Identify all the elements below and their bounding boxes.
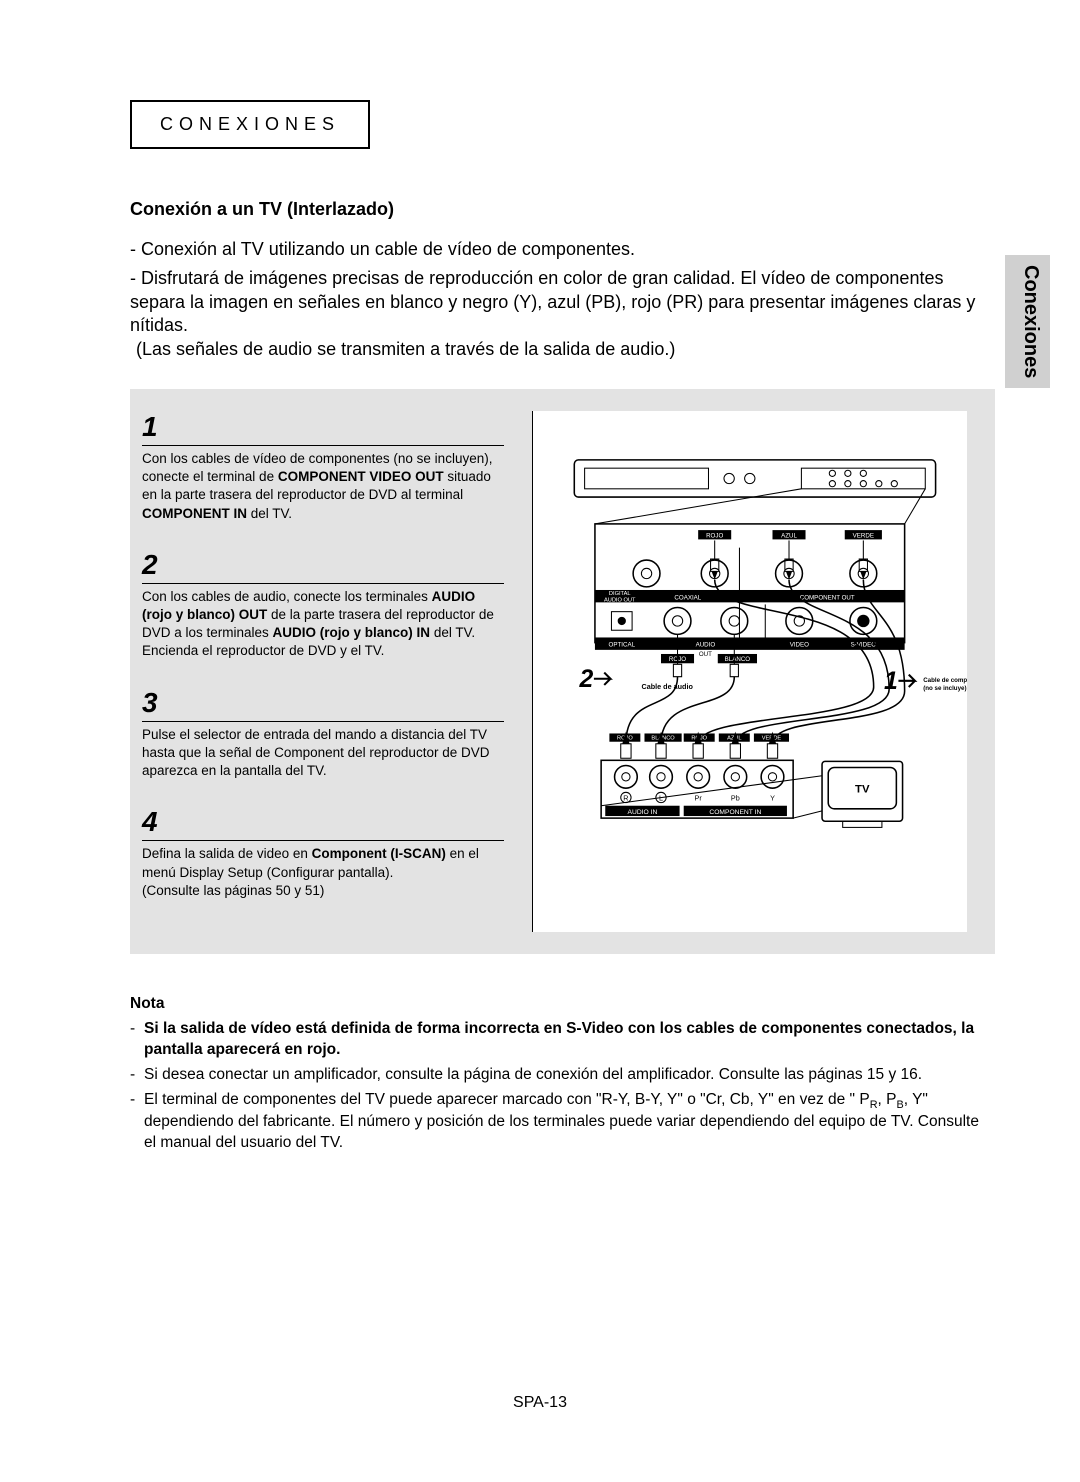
page-footer: SPA-13 — [0, 1394, 1080, 1412]
step: 4 Defina la salida de video en Component … — [142, 806, 504, 900]
svg-text:BLANCO: BLANCO — [725, 656, 751, 663]
svg-text:COAXIAL: COAXIAL — [675, 594, 702, 601]
svg-text:1: 1 — [884, 668, 898, 695]
svg-text:OUT: OUT — [699, 651, 712, 658]
nota-title: Nota — [130, 994, 995, 1015]
step-number: 1 — [142, 411, 504, 446]
svg-text:AUDIO: AUDIO — [696, 642, 716, 649]
page: CONEXIONES Conexiones Conexión a un TV (… — [0, 0, 1080, 1482]
step-number: 4 — [142, 806, 504, 841]
svg-text:TV: TV — [855, 783, 870, 795]
step: 3 Pulse el selector de entrada del mando … — [142, 687, 504, 781]
diagram-column: ROJO AZUL VERDE — [532, 411, 967, 932]
svg-text:(no se incluye): (no se incluye) — [924, 685, 967, 692]
svg-text:ROJO: ROJO — [707, 532, 724, 539]
svg-text:Cable de audio: Cable de audio — [642, 682, 694, 691]
svg-text:Y: Y — [771, 794, 776, 803]
connection-diagram: ROJO AZUL VERDE — [533, 411, 967, 932]
step: 2 Con los cables de audio, conecte los te… — [142, 549, 504, 661]
header-label: CONEXIONES — [160, 114, 340, 134]
step: 1 Con los cables de vídeo de componentes … — [142, 411, 504, 523]
intro-line-2: - Disfrutará de imágenes precisas de rep… — [130, 267, 995, 361]
step-text: Con los cables de audio, conecte los ter… — [142, 588, 504, 661]
svg-text:Cable de componentes: Cable de componentes — [924, 677, 967, 684]
nota-item: -Si desea conectar un amplificador, cons… — [130, 1065, 995, 1086]
nota-block: Nota -Si la salida de vídeo está definid… — [130, 994, 995, 1154]
steps-block: 1 Con los cables de vídeo de componentes … — [130, 389, 995, 954]
step-text: Con los cables de vídeo de componentes (… — [142, 450, 504, 523]
svg-text:AZUL: AZUL — [782, 532, 798, 539]
section-title: Conexión a un TV (Interlazado) — [130, 199, 995, 220]
svg-text:VIDEO: VIDEO — [790, 642, 809, 649]
svg-text:AUDIO IN: AUDIO IN — [628, 809, 658, 816]
steps-column: 1 Con los cables de vídeo de componentes … — [130, 389, 532, 954]
side-tab: Conexiones — [1005, 255, 1050, 388]
svg-text:Pr: Pr — [695, 794, 703, 803]
nota-item: -Si la salida de vídeo está definida de … — [130, 1019, 995, 1061]
svg-text:2: 2 — [579, 666, 594, 693]
svg-text:VERDE: VERDE — [853, 532, 874, 539]
step-text: Defina la salida de video en Component (… — [142, 845, 504, 900]
svg-text:Pb: Pb — [731, 794, 740, 803]
step-number: 3 — [142, 687, 504, 722]
step-number: 2 — [142, 549, 504, 584]
nota-item: -El terminal de componentes del TV puede… — [130, 1090, 995, 1155]
marker-1-icon: 1 — [884, 668, 915, 695]
svg-text:OPTICAL: OPTICAL — [609, 642, 636, 649]
svg-text:COMPONENT IN: COMPONENT IN — [710, 809, 762, 816]
step-text: Pulse el selector de entrada del mando a… — [142, 726, 504, 781]
marker-2-icon: 2 — [579, 666, 611, 693]
intro-line-1: - Conexión al TV utilizando un cable de … — [130, 238, 995, 261]
svg-text:R: R — [624, 794, 629, 803]
svg-text:AUDIO OUT: AUDIO OUT — [604, 597, 636, 603]
header-box: CONEXIONES — [130, 100, 370, 149]
svg-text:DIGITAL: DIGITAL — [609, 591, 631, 597]
svg-text:COMPONENT OUT: COMPONENT OUT — [800, 594, 855, 601]
